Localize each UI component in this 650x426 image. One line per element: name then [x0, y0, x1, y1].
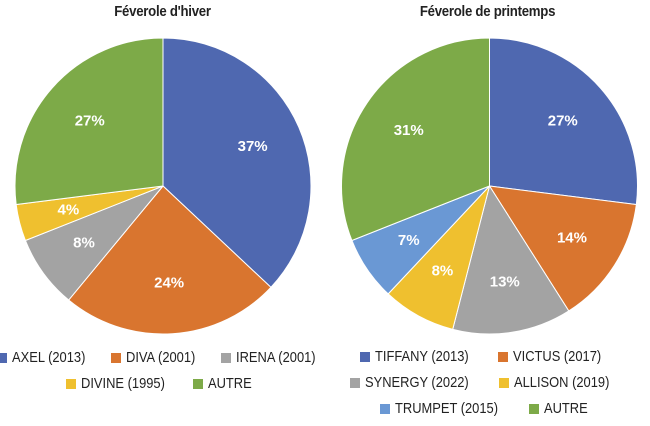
legend-swatch-icon [499, 378, 510, 388]
slice-label: 7% [398, 232, 420, 249]
pie-chart: 27% 14% 13% 8% 7% 31% [341, 37, 638, 335]
chart-feverole-hiver: Féverole d'hiver 37% 24% 8% 4% 27% AXEL (201… [0, 3, 325, 397]
legend-item: TIFFANY (2013) [359, 344, 484, 370]
legend: AXEL (2013) DIVA (2001) IRENA (2001) DIVINE… [0, 345, 325, 397]
legend-swatch-icon [528, 404, 539, 414]
legend-label: TRUMPET (2015) [395, 400, 499, 417]
legend-row: TRUMPET (2015) AUTRE [325, 396, 650, 422]
pie-slice [452, 184, 570, 335]
legend-label: AUTRE [543, 400, 588, 417]
chart-title: Féverole d'hiver [114, 3, 211, 20]
legend-item: IRENA (2001) [220, 345, 329, 371]
legend-item: ALLISON (2019) [499, 370, 625, 396]
legend-label: AUTRE [207, 375, 252, 392]
legend-item: TRUMPET (2015) [380, 396, 515, 422]
chart-title: Féverole de printemps [419, 3, 556, 20]
legend-row: DIVINE (1995) AUTRE [0, 371, 325, 397]
legend-swatch-icon [192, 379, 203, 389]
legend-label: VICTUS (2017) [512, 348, 601, 365]
slice-label: 24% [154, 274, 184, 291]
pie-chart: 37% 24% 8% 4% 27% [14, 37, 312, 335]
legend-row: SYNERGY (2022) ALLISON (2019) [325, 370, 650, 396]
slice-label: 37% [238, 138, 268, 155]
slice-label: 8% [73, 234, 95, 251]
legend: TIFFANY (2013) VICTUS (2017) SYNERGY (2022… [325, 344, 650, 422]
legend-row: TIFFANY (2013) VICTUS (2017) [325, 344, 650, 370]
legend-swatch-icon [66, 379, 77, 389]
legend-label: AXEL (2013) [11, 349, 86, 366]
legend-item: AUTRE [192, 371, 259, 397]
legend-swatch-icon [111, 353, 122, 363]
legend-item: SYNERGY (2022) [349, 370, 486, 396]
pie-slice [341, 37, 490, 242]
legend-swatch-icon [380, 404, 391, 414]
legend-swatch-icon [220, 353, 231, 363]
legend-swatch-icon [349, 378, 360, 388]
slice-label: 8% [432, 263, 454, 280]
chart-feverole-printemps: Féverole de printemps 27% 14% 13% 8% 7% 31% T… [325, 0, 650, 426]
slice-label: 31% [394, 122, 424, 139]
legend-item: AUTRE [528, 396, 595, 422]
legend-item: DIVINE (1995) [66, 371, 179, 397]
legend-item: DIVA (2001) [111, 345, 207, 371]
slice-label: 13% [490, 273, 520, 290]
legend-label: DIVA (2001) [126, 349, 196, 366]
legend-label: SYNERGY (2022) [364, 374, 469, 391]
pie-slice [14, 37, 164, 206]
legend-label: ALLISON (2019) [514, 374, 610, 391]
legend-swatch-icon [0, 353, 7, 363]
legend-label: TIFFANY (2013) [374, 348, 469, 365]
pie-slice [489, 37, 638, 206]
pie-slice [67, 185, 272, 335]
slice-label: 27% [75, 112, 105, 129]
legend-row: AXEL (2013) DIVA (2001) IRENA (2001) [0, 345, 325, 371]
slice-label: 4% [58, 201, 80, 218]
slice-label: 27% [548, 112, 578, 129]
legend-item: AXEL (2013) [0, 345, 97, 371]
pie-slice [162, 37, 312, 289]
legend-label: IRENA (2001) [235, 349, 316, 366]
legend-swatch-icon [359, 352, 370, 362]
legend-swatch-icon [497, 352, 508, 362]
legend-item: VICTUS (2017) [497, 344, 616, 370]
slice-label: 14% [557, 229, 587, 246]
pie-slice [488, 185, 637, 312]
legend-label: DIVINE (1995) [81, 375, 166, 392]
